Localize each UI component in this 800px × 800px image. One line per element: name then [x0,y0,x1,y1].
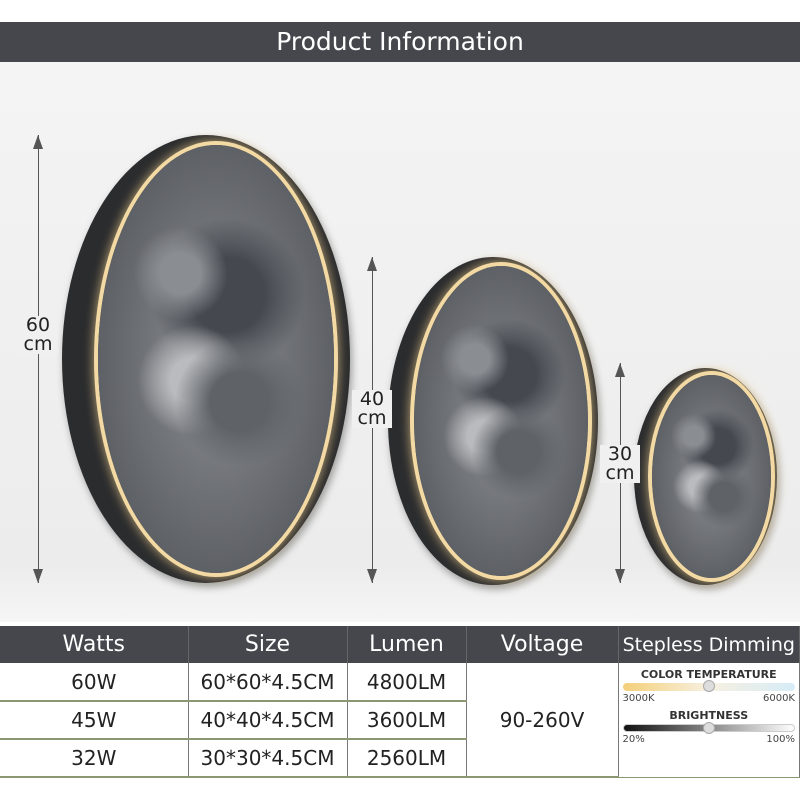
dim-unit: cm [605,462,635,484]
moon-face-60cm [98,145,334,573]
dim-value: 60 [25,314,51,336]
cell-size: 60*60*4.5CM [188,663,348,702]
color-temp-slider [622,680,795,692]
table-row: 60W 60*60*4.5CM 4800LM 90-260V COLOR TEM… [0,663,800,778]
dim-value: 30 [607,443,633,465]
color-temp-label: COLOR TEMPERATURE [640,668,777,681]
brightness-slider [622,722,795,734]
cell-watts: 32W [0,739,189,778]
moon-face-40cm [414,266,588,576]
cell-lumen: 2560LM [347,739,467,778]
ct-max: 6000K [762,693,795,704]
slider-knob [702,680,715,692]
cell-size: 40*40*4.5CM [188,701,348,740]
dimension-label-30: 30 cm [600,445,640,483]
table-row: 45W 40*40*4.5CM 3600LM [0,701,800,740]
header-voltage: Voltage [466,626,619,663]
moon-face-30cm [652,375,771,578]
b-max: 100% [766,734,795,745]
dim-unit: cm [357,407,387,429]
cell-lumen: 4800LM [347,663,467,702]
title-banner: Product Information [0,22,800,62]
slider-knob [702,722,715,734]
cell-watts: 60W [0,663,189,702]
dimension-label-40: 40 cm [352,390,392,428]
cell-lumen: 3600LM [347,701,467,740]
header-dimming: Stepless Dimming [618,626,800,663]
dimension-label-60: 60 cm [18,316,58,354]
height-arrow-60 [33,135,43,583]
spec-table: Watts Size Lumen Voltage Stepless Dimmin… [0,626,800,778]
cell-voltage: 90-260V [466,663,619,778]
header-lumen: Lumen [347,626,467,663]
header-watts: Watts [0,626,189,663]
dimming-panel: COLOR TEMPERATURE 3000K 6000K BRIGHTNESS … [618,663,800,778]
dim-unit: cm [23,333,53,355]
table-row: 32W 30*30*4.5CM 2560LM [0,739,800,778]
dim-value: 40 [359,388,385,410]
cell-watts: 45W [0,701,189,740]
brightness-label: BRIGHTNESS [669,709,749,722]
header-size: Size [188,626,348,663]
b-min: 20% [622,734,645,745]
ct-min: 3000K [622,693,655,704]
table-header: Watts Size Lumen Voltage Stepless Dimmin… [0,626,800,663]
cell-size: 30*30*4.5CM [188,739,348,778]
